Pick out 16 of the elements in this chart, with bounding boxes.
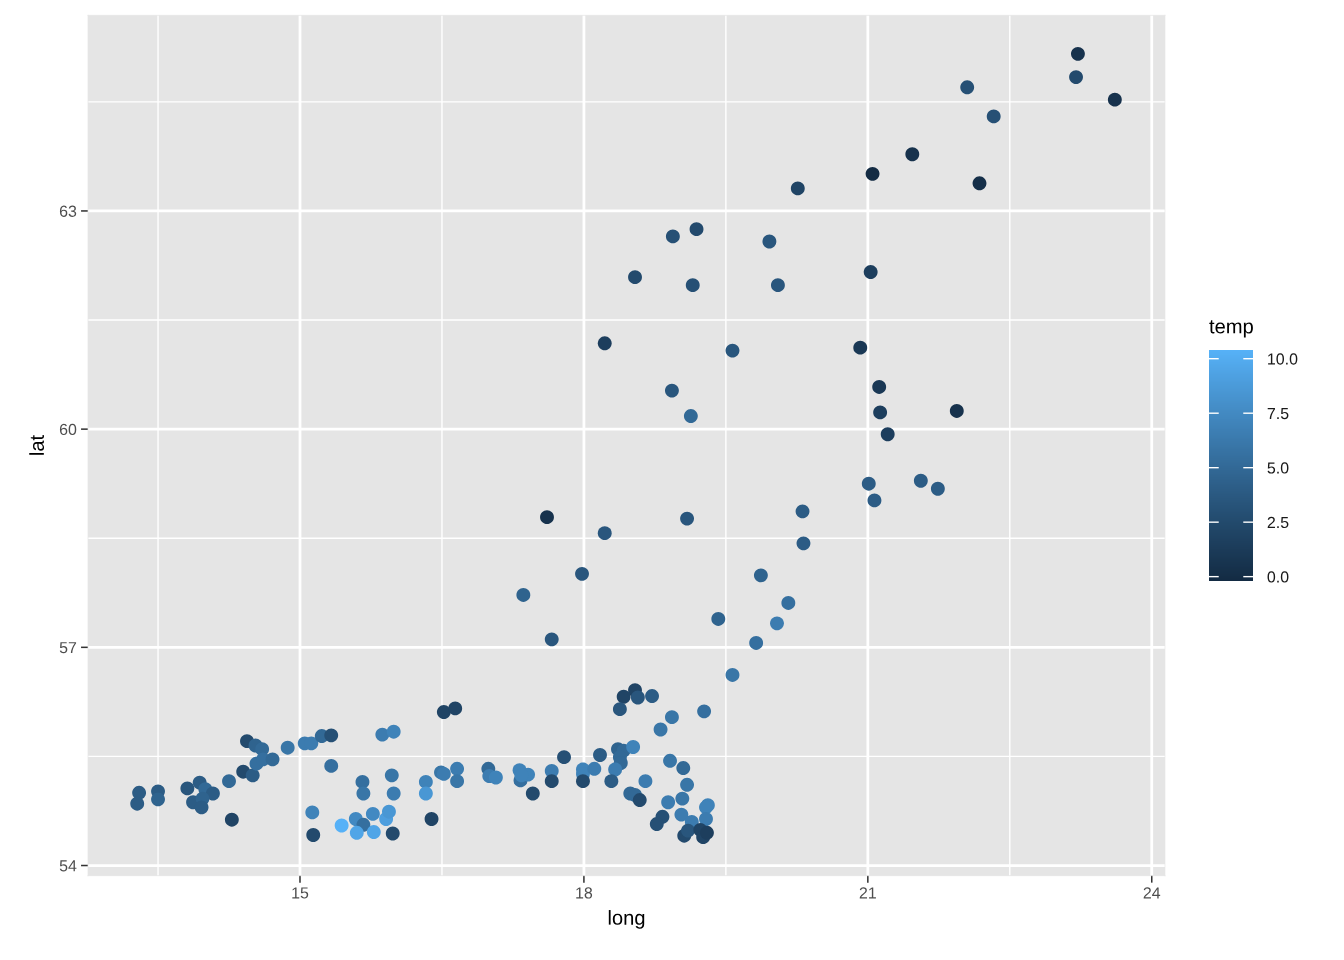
color-bar-label: 10.0 xyxy=(1268,353,1298,365)
color-bar-label: 0.0 xyxy=(1267,571,1289,583)
y-tick-label: 54 xyxy=(59,860,77,872)
color-bar-label: 5.0 xyxy=(1267,462,1289,474)
x-tick-label: 24 xyxy=(1143,887,1161,899)
color-bar-label: 7.5 xyxy=(1267,408,1289,420)
x-tick-label: 21 xyxy=(859,887,876,899)
x-tick-label: 18 xyxy=(576,887,593,899)
x-tick-label: 15 xyxy=(292,887,309,899)
y-tick-label: 63 xyxy=(59,205,77,217)
color-bar-label: 2.5 xyxy=(1267,516,1289,529)
x-axis-title: long xyxy=(608,910,645,929)
y-tick-label: 57 xyxy=(59,642,77,654)
color-bar-title: temp xyxy=(1209,320,1253,338)
y-tick-label: 60 xyxy=(59,423,77,436)
y-axis-title: lat xyxy=(29,435,45,455)
